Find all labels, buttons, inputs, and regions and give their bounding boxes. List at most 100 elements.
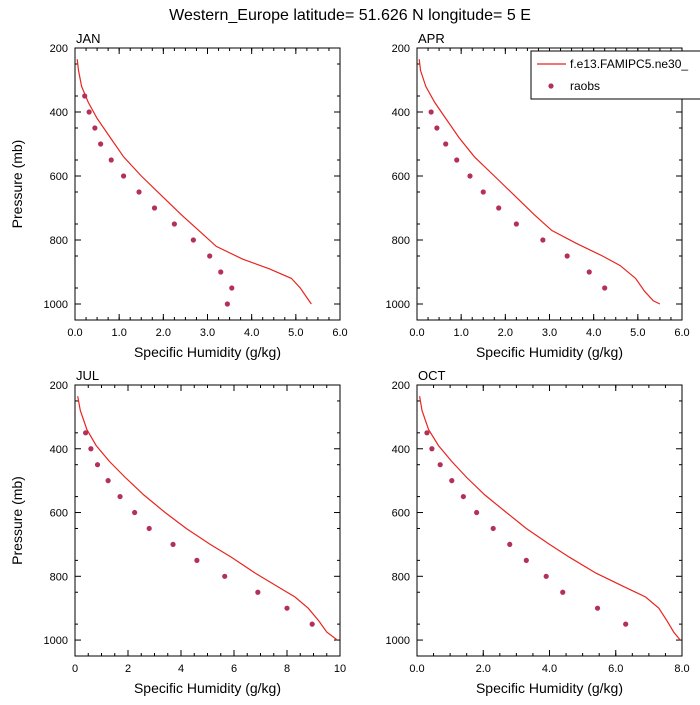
x-tick-label: 8 [284,663,290,675]
y-tick-label: 200 [392,380,410,392]
obs-point [83,430,89,436]
obs-point [170,541,176,548]
obs-point [218,269,224,275]
panel-title-jan: JAN [76,31,101,46]
obs-point [602,285,608,291]
figure-title: Western_Europe latitude= 51.626 N longit… [169,7,531,24]
obs-point [224,301,230,307]
obs-point [428,109,434,115]
y-tick-label: 1000 [44,299,68,311]
obs-point [309,621,315,627]
x-tick-label: 2 [125,663,131,675]
obs-point [229,285,235,291]
y-tick-label: 1000 [386,299,410,311]
model-line-jan [76,59,312,305]
obs-point [207,253,213,259]
obs-point [88,446,94,452]
x-tick-label: 4 [178,663,184,675]
obs-point [255,589,261,595]
x-tick-label: 6 [231,663,237,675]
x-tick-label: 6.0 [332,327,347,339]
y-axis-label: Pressure (mb) [9,140,25,229]
x-tick-label: 5.0 [630,327,645,339]
obs-point [507,541,513,548]
obs-point [194,557,200,563]
y-tick-label: 600 [392,171,410,183]
obs-point [98,141,104,147]
obs-point [94,462,101,468]
x-tick-label: 2.0 [476,663,491,675]
plot-frame-jan [74,47,341,321]
model-line-apr [418,59,661,305]
obs-point [105,478,111,484]
obs-point [86,109,92,115]
x-tick-label: 4.0 [586,327,601,339]
obs-point [434,125,440,131]
obs-point [437,462,443,468]
obs-point [454,157,460,163]
obs-point [117,493,123,500]
obs-point [424,430,430,436]
obs-point [460,493,466,500]
y-tick-label: 800 [392,235,410,247]
x-tick-label: 3.0 [542,327,557,339]
y-tick-label: 800 [50,571,68,583]
legend-model-label: f.e13.FAMIPC5.ne30_ [570,57,688,71]
obs-point [136,189,142,195]
x-tick-label: 1.0 [112,327,127,339]
obs-point [623,621,629,627]
y-tick-label: 400 [392,444,410,456]
x-tick-label: 0.0 [409,663,424,675]
obs-point [594,605,601,611]
obs-point [490,525,496,532]
legend-obs-label: raobs [570,79,600,93]
x-tick-label: 2.0 [156,327,171,339]
obs-point [284,605,290,611]
x-axis-label: Specific Humidity (g/kg) [476,344,623,360]
panel-jul: JUL 0 2 4 6 8 10 200 400 600 800 1000 Specific Humid… [9,368,346,696]
y-tick-label: 400 [50,107,68,119]
x-tick-label: 10 [334,663,346,675]
y-axis-label: Pressure (mb) [9,476,25,565]
obs-point [480,189,486,195]
panel-oct: OCT 0.0 2.0 4.0 6.0 8.0 200 400 600 800 1000 Specif… [386,368,690,696]
obs-point [523,557,529,563]
obs-point [586,269,592,275]
obs-point [443,141,449,147]
obs-point [564,253,570,259]
legend-obs-swatch [548,83,554,89]
obs-point [190,237,196,243]
x-axis-label: Specific Humidity (g/kg) [476,680,623,696]
y-tick-label: 800 [392,571,410,583]
panel-title-oct: OCT [418,368,446,383]
obs-point [474,509,480,516]
y-tick-label: 400 [392,107,410,119]
panel-apr: APR 0.0 1.0 2.0 3.0 4.0 5.0 6.0 200 400 600 800 1000… [386,31,690,360]
x-tick-label: 1.0 [454,327,469,339]
obs-point [496,205,502,211]
x-tick-label: 3.0 [200,327,215,339]
obs-point [543,573,549,579]
obs-point [560,589,566,595]
obs-point [132,509,138,516]
panel-jan: JAN 0.0 1.0 2.0 3.0 4.0 5.0 6.0 200 400 600 800 1000… [9,31,348,360]
x-tick-label: 4.0 [244,327,259,339]
x-tick-label: 4.0 [542,663,557,675]
obs-point [449,478,455,484]
x-axis-label: Specific Humidity (g/kg) [134,680,281,696]
legend-box [530,50,700,100]
y-tick-label: 1000 [386,635,410,647]
y-tick-label: 600 [50,508,68,520]
obs-point [513,221,519,227]
x-tick-label: 6.0 [674,327,689,339]
model-line-jul [77,396,338,641]
obs-point [540,237,546,243]
y-tick-label: 600 [392,508,410,520]
y-tick-label: 800 [50,235,68,247]
obs-point [429,446,435,452]
panels-group: JAN 0.0 1.0 2.0 3.0 4.0 5.0 6.0 200 400 600 800 1000… [9,31,690,696]
panel-title-apr: APR [418,31,445,46]
x-tick-label: 5.0 [288,327,303,339]
y-tick-label: 200 [50,380,68,392]
